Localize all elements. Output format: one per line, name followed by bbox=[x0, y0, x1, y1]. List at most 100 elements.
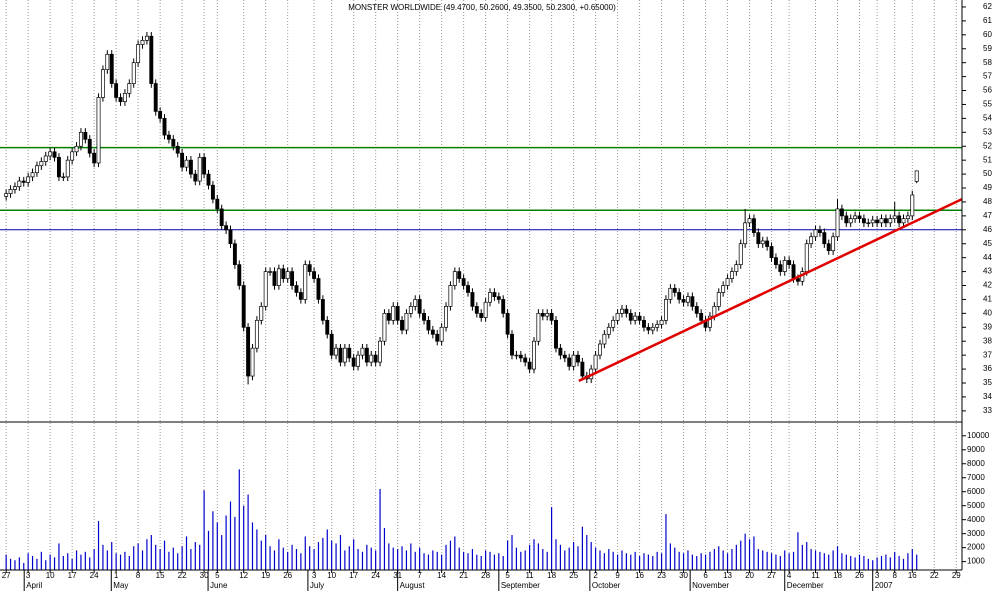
candle-body bbox=[518, 354, 523, 359]
candle-body bbox=[430, 329, 435, 335]
candle-body bbox=[118, 97, 123, 103]
candle-body bbox=[417, 299, 422, 314]
candle-body bbox=[342, 347, 347, 363]
candle-body bbox=[861, 218, 866, 224]
candle-body bbox=[70, 151, 75, 161]
x-tick-label: 24 bbox=[371, 571, 380, 580]
candle-body bbox=[307, 264, 312, 272]
candle-body bbox=[905, 215, 910, 220]
x-tick-label: 8 bbox=[892, 571, 897, 580]
candle-body bbox=[751, 218, 756, 233]
candle-body bbox=[175, 145, 180, 154]
candle-body bbox=[483, 301, 488, 318]
x-tick-label: 27 bbox=[767, 571, 776, 580]
candle-body bbox=[422, 313, 426, 321]
candle-body bbox=[83, 131, 88, 140]
candle-body bbox=[756, 232, 761, 245]
candle-body bbox=[620, 308, 624, 314]
candle-body bbox=[848, 218, 853, 224]
candle-body bbox=[8, 189, 13, 194]
candle-body bbox=[593, 354, 598, 370]
candle-body bbox=[479, 313, 484, 318]
trendline bbox=[578, 198, 963, 383]
x-tick-label: 22 bbox=[178, 571, 187, 580]
candle-body bbox=[237, 264, 242, 286]
candle-body bbox=[804, 243, 809, 272]
month-label: September bbox=[501, 581, 540, 590]
x-tick-label: 10 bbox=[327, 571, 336, 580]
candle-body bbox=[606, 326, 611, 335]
candle-body bbox=[738, 243, 743, 265]
candle-body bbox=[74, 145, 79, 153]
candle-body bbox=[883, 218, 888, 224]
candle-body bbox=[571, 354, 576, 367]
volume-tick-label: 8000 bbox=[967, 459, 985, 468]
candle-body bbox=[413, 299, 418, 307]
x-tick-label: 15 bbox=[156, 571, 165, 580]
candle-body bbox=[408, 306, 413, 314]
candle-body bbox=[615, 313, 620, 321]
x-tick-label: 30 bbox=[679, 571, 688, 580]
x-tick-label: 18 bbox=[547, 571, 556, 580]
x-tick-label: 22 bbox=[930, 571, 939, 580]
y-tick-label: 43 bbox=[983, 267, 992, 276]
candle-body bbox=[708, 315, 712, 328]
candle-body bbox=[338, 347, 343, 363]
candle-body bbox=[694, 306, 699, 314]
candle-body bbox=[39, 161, 44, 167]
candle-body bbox=[171, 138, 176, 147]
candle-body bbox=[386, 313, 391, 321]
x-tick-label: 16 bbox=[635, 571, 644, 580]
candle-body bbox=[540, 313, 545, 317]
candle-body bbox=[188, 159, 193, 175]
candle-body bbox=[743, 222, 748, 245]
candle-body bbox=[21, 180, 26, 183]
y-tick-label: 47 bbox=[983, 211, 992, 220]
volume-tick-label: 7000 bbox=[967, 473, 985, 482]
candle-body bbox=[532, 340, 536, 370]
candle-body bbox=[461, 278, 466, 286]
x-tick-label: 29 bbox=[952, 571, 961, 580]
candle-body bbox=[514, 354, 519, 357]
candle-body bbox=[857, 215, 862, 220]
candle-body bbox=[254, 319, 259, 349]
candle-body bbox=[369, 354, 374, 363]
y-tick-label: 54 bbox=[983, 113, 992, 122]
x-tick-label: 5 bbox=[215, 571, 220, 580]
candle-body bbox=[316, 278, 321, 300]
candle-body bbox=[813, 229, 818, 238]
candle-body bbox=[241, 285, 246, 328]
y-tick-label: 37 bbox=[983, 350, 992, 359]
volume-tick-label: 10000 bbox=[967, 431, 990, 440]
candle-body bbox=[325, 319, 330, 335]
candle-body bbox=[457, 271, 462, 279]
candle-body bbox=[765, 240, 770, 247]
candle-body bbox=[734, 264, 739, 272]
candle-body bbox=[356, 354, 361, 367]
candle-body bbox=[382, 313, 387, 342]
candle-body bbox=[140, 40, 145, 45]
candle-body bbox=[888, 218, 893, 224]
candle-body bbox=[114, 83, 119, 98]
candle-body bbox=[897, 215, 902, 224]
candle-body bbox=[426, 319, 431, 331]
candle-body bbox=[149, 35, 154, 84]
candle-body bbox=[664, 299, 668, 321]
candle-body bbox=[320, 299, 325, 321]
candle-body bbox=[180, 152, 185, 168]
candle-body bbox=[193, 173, 198, 182]
month-label: June bbox=[210, 581, 228, 590]
volume-tick-label: 4000 bbox=[967, 515, 985, 524]
candle-body bbox=[250, 347, 255, 377]
y-tick-label: 53 bbox=[983, 127, 992, 136]
month-label: July bbox=[310, 581, 324, 590]
month-label: October bbox=[592, 581, 621, 590]
candle-body bbox=[153, 83, 158, 112]
y-tick-label: 39 bbox=[983, 322, 992, 331]
candle-body bbox=[448, 285, 453, 307]
candle-body bbox=[747, 218, 752, 224]
candle-body bbox=[404, 313, 409, 331]
volume-tick-label: 6000 bbox=[967, 487, 985, 496]
candle-body bbox=[466, 285, 470, 293]
